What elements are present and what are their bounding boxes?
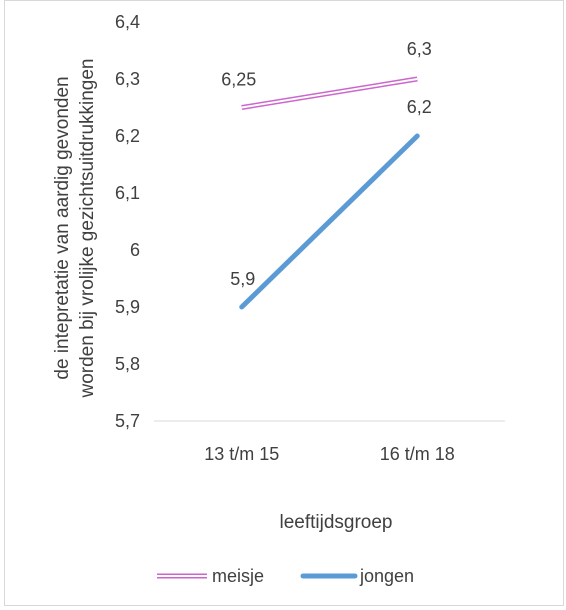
- legend: meisje jongen: [157, 566, 414, 586]
- x-tick-label: 13 t/m 15: [204, 444, 279, 464]
- y-tick-label: 6,4: [115, 12, 140, 32]
- y-tick-label: 6,3: [115, 69, 140, 89]
- x-axis-categories: 13 t/m 15 16 t/m 18: [204, 444, 455, 464]
- data-labels: 6,25 6,3 5,9 6,2: [221, 39, 432, 289]
- y-tick-label: 6,2: [115, 126, 140, 146]
- legend-label: meisje: [212, 566, 264, 586]
- data-label-meisje: 6,25: [221, 70, 256, 90]
- series-line-inner-meisje: [241, 78, 418, 109]
- series-meisje: [241, 76, 418, 110]
- y-tick-label: 5,9: [115, 297, 140, 317]
- y-tick-label: 6,1: [115, 183, 140, 203]
- x-axis-title: leeftijdsgroep: [279, 512, 392, 533]
- legend-item-meisje: meisje: [157, 566, 264, 586]
- y-axis-title: de intepretatie van aardig gevonden word…: [52, 58, 98, 398]
- series-layer: [239, 76, 420, 310]
- series-line-jongen: [239, 133, 420, 310]
- x-tick-label: 16 t/m 18: [380, 444, 455, 464]
- series-jongen: [239, 133, 420, 310]
- y-axis-ticks: 5,7 5,8 5,9 6 6,1 6,2 6,3 6,4: [115, 12, 140, 431]
- y-tick-label: 5,8: [115, 354, 140, 374]
- y-tick-label: 6: [130, 240, 140, 260]
- data-label-jongen: 5,9: [230, 269, 255, 289]
- legend-label: jongen: [359, 566, 414, 586]
- legend-item-jongen: jongen: [300, 566, 414, 586]
- y-tick-label: 5,7: [115, 411, 140, 431]
- data-label-meisje: 6,3: [407, 39, 432, 59]
- y-axis-title-line-1: de intepretatie van aardig gevonden: [52, 76, 73, 379]
- data-label-jongen: 6,2: [407, 97, 432, 117]
- y-axis-title-line-2: worden bij vrolijke gezichtsuitdrukkinge…: [77, 58, 98, 398]
